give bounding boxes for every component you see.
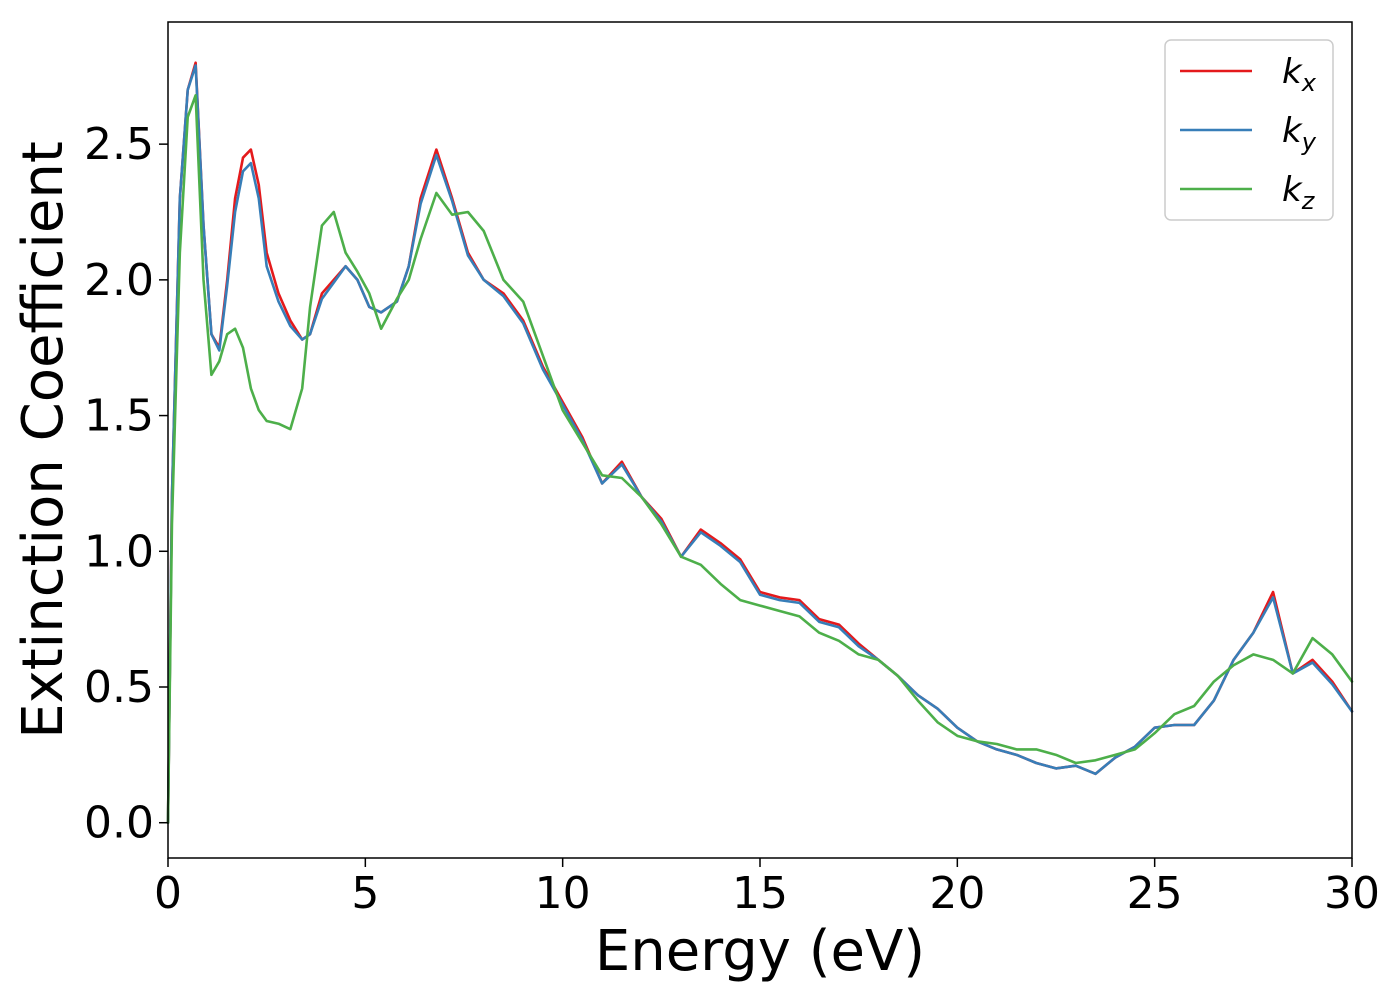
legend-label-kx: kx	[1282, 52, 1317, 97]
legend-label-base: k	[1282, 170, 1303, 210]
legend-label-base: k	[1282, 111, 1303, 151]
x-tick-label: 5	[351, 868, 379, 919]
x-tick-label: 0	[154, 868, 182, 919]
legend-label-ky: ky	[1282, 111, 1317, 156]
legend-label-kz: kz	[1282, 170, 1316, 215]
plot-background	[168, 22, 1352, 858]
y-tick-label: 2.0	[84, 255, 154, 306]
legend-label-subscript: y	[1301, 128, 1317, 156]
legend-label-subscript: x	[1301, 69, 1317, 97]
y-axis: 0.0 0.5 1.0 1.5 2.0 2.5	[84, 119, 168, 849]
series-line-kz	[166, 93, 1354, 825]
x-tick-label: 15	[732, 868, 788, 919]
x-axis: 0 5 10 15 20 25 30	[154, 858, 1380, 919]
y-tick-label: 0.0	[84, 798, 154, 849]
y-tick-label: 0.5	[84, 662, 154, 713]
x-tick-label: 30	[1324, 868, 1380, 919]
y-tick-label: 1.0	[84, 526, 154, 577]
legend-label-base: k	[1282, 52, 1303, 92]
x-tick-label: 25	[1127, 868, 1183, 919]
x-tick-label: 20	[929, 868, 985, 919]
x-tick-label: 10	[535, 868, 591, 919]
series-line-ky	[166, 64, 1354, 825]
y-axis-title: Extinction Coefficient	[11, 141, 76, 739]
legend-label-subscript: z	[1301, 187, 1316, 215]
y-tick-label: 1.5	[84, 391, 154, 442]
series-layer	[166, 61, 1354, 825]
x-axis-title: Energy (eV)	[595, 919, 925, 984]
y-tick-label: 2.5	[84, 119, 154, 170]
